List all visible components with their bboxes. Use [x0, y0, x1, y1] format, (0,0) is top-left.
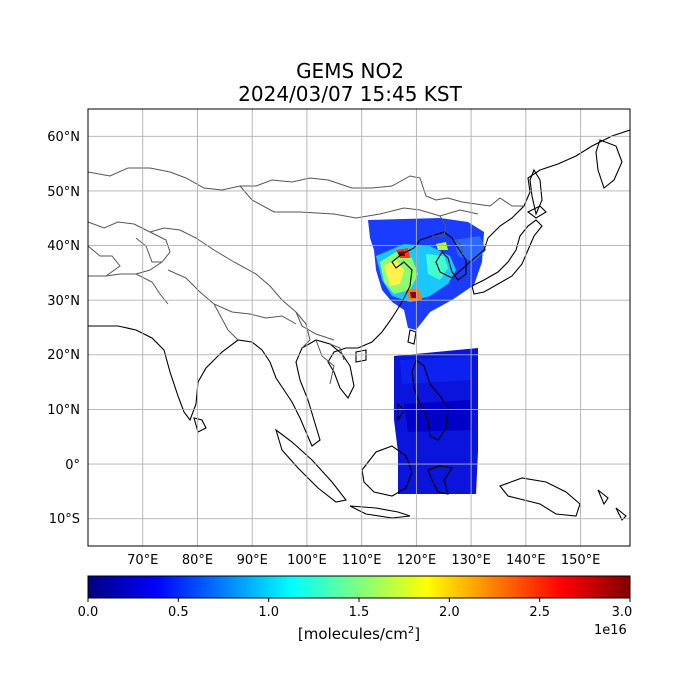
- map-subtitle-timestamp: 2024/03/07 15:45 KST: [238, 82, 462, 106]
- unit-superscript: 2: [407, 625, 415, 636]
- lon-label-80e: 80°E: [182, 553, 213, 568]
- graticule: [88, 109, 630, 546]
- map-area: [88, 109, 630, 546]
- lon-label-140e: 140°E: [506, 553, 546, 568]
- lat-label-10s: 10°S: [49, 512, 80, 527]
- latitude-labels: 60°N 50°N 40°N 30°N 20°N 10°N 0° 10°S: [47, 130, 80, 527]
- lat-label-40n: 40°N: [47, 239, 80, 254]
- lat-label-10n: 10°N: [47, 403, 80, 418]
- country-borders: [88, 167, 524, 385]
- colorbar-tick-1-5: 1.5: [349, 605, 370, 620]
- coastlines: [88, 129, 630, 521]
- lat-label-20n: 20°N: [47, 348, 80, 363]
- colorbar-tick-3: 3.0: [612, 605, 633, 620]
- lat-label-60n: 60°N: [47, 130, 80, 145]
- lat-label-50n: 50°N: [47, 185, 80, 200]
- colorbar-tick-labels: 0.0 0.5 1.0 1.5 2.0 2.5 3.0: [78, 605, 633, 620]
- lon-label-120e: 120°E: [397, 553, 437, 568]
- colorbar-tick-1: 1.0: [258, 605, 279, 620]
- lon-label-110e: 110°E: [342, 553, 382, 568]
- lat-label-30n: 30°N: [47, 294, 80, 309]
- map-frame: [87, 108, 631, 547]
- lon-label-130e: 130°E: [451, 553, 491, 568]
- colorbar-unit-label: [molecules/cm2]: [0, 625, 700, 643]
- lat-label-equator: 0°: [65, 458, 80, 473]
- colorbar-tick-2: 2.0: [439, 605, 460, 620]
- colorbar: [87, 575, 631, 599]
- colorbar-tick-0-5: 0.5: [168, 605, 189, 620]
- colorbar-exponent: 1e16: [594, 623, 627, 638]
- lon-label-100e: 100°E: [287, 553, 327, 568]
- lon-label-150e: 150°E: [561, 553, 601, 568]
- colorbar-ticks: [87, 598, 631, 602]
- unit-close: ]: [414, 625, 421, 643]
- lon-label-90e: 90°E: [237, 553, 268, 568]
- colorbar-tick-2-5: 2.5: [529, 605, 550, 620]
- lon-label-70e: 70°E: [127, 553, 158, 568]
- map-title: GEMS NO2: [296, 59, 404, 83]
- colorbar-tick-0: 0.0: [78, 605, 99, 620]
- unit-text: [molecules/cm: [297, 625, 408, 643]
- longitude-labels: 70°E 80°E 90°E 100°E 110°E 120°E 130°E 1…: [127, 553, 600, 568]
